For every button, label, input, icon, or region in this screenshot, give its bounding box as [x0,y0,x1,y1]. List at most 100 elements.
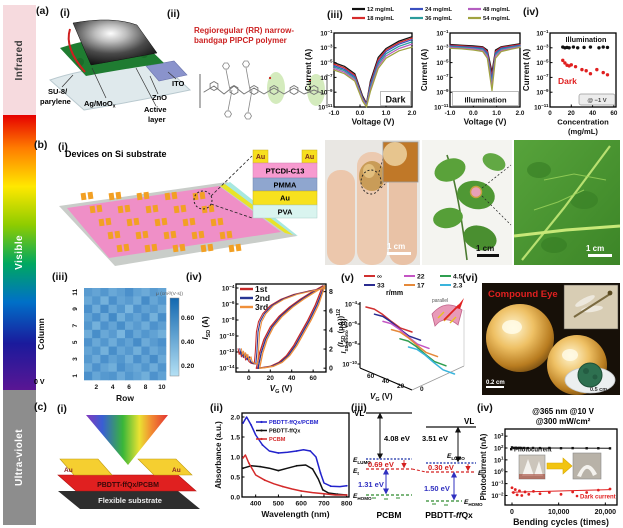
chart-rect [125,371,134,381]
chart-rect [141,338,150,347]
chart-polyline [258,285,326,369]
zoom-leader [210,203,253,219]
chart-text: Voltage (V) [464,117,507,127]
compound-eye-photo: Compound Eye 0.2 cm 0.5 cm [482,283,620,395]
chart-rect [108,363,118,372]
chart-rect [133,354,142,364]
chart-rect [149,313,159,322]
leaf [434,158,466,182]
zoom-leader [210,155,253,197]
inset-electrode [449,316,457,324]
chart-rect [92,346,101,356]
chart-text: 2 [329,347,333,354]
chart-rect [145,205,152,214]
active-label-2: layer [148,115,166,124]
panel-c-sub-i: (i) [57,403,67,415]
active-blend-label: PBDTT-ffQx/PCBM [97,482,159,489]
chart-polygon [269,84,279,96]
chart-polyline [237,287,324,365]
chart-circle [515,493,519,497]
panel-c-label: (c) [34,401,47,413]
chart-text: 12 mg/mL [367,7,395,13]
chart-rect [199,191,206,200]
panel-a-sub-iii: (iii) [327,9,343,21]
chart-rect [100,329,109,339]
pva-label: PVA [278,208,293,217]
chart-text: 10−3 [320,44,333,53]
chart-text: 10 [158,384,166,391]
chart-circle [263,479,266,482]
zoom-circle [360,169,382,195]
chart-text: 1 [72,374,79,378]
chart-text: 10−1 [320,29,333,38]
dragonfly-body [573,293,611,318]
chart-rect [123,243,130,252]
chart-text: 103 [494,432,504,441]
chart-rect [92,329,101,339]
chart-text: 102 [494,444,504,453]
chart-rect [84,371,93,381]
chart-line [247,89,253,113]
chart-rect [133,313,142,322]
chart-rect [207,243,214,252]
zoom-circle [193,190,213,210]
chart-circle [329,485,332,488]
chart-text: PBDTT-ffQx/PCBM [269,420,319,426]
dragonfly-wing [581,305,603,313]
panel-b-label: (b) [34,139,48,151]
chart-text: 18 mg/mL [367,16,395,22]
chart-rect [157,313,167,322]
chart-rect [172,244,179,253]
chart-rect [133,329,142,339]
chart-rect [116,346,126,356]
flat-device-shape [522,459,534,476]
chart-circle [547,491,551,494]
chart-text: 2.0 [516,110,525,117]
chart-text: 10−10 [342,360,357,369]
chart-circle [584,69,588,73]
panel-c-sub-iii: (iii) [351,402,367,414]
chart-line [227,89,233,111]
scale-bar [477,254,499,257]
chart-rect [141,304,150,314]
chart-rect [164,192,171,201]
concentration-legend: 12 mg/mL 18 mg/mL 24 mg/mL 36 mg/mL 48 mg/mL… [352,7,511,22]
chart-rect [92,304,101,314]
chart-rect [143,191,150,200]
panel-a-sub-i: (i) [60,7,70,19]
polymer-title-line1: Regioregular (RR) narrow- [194,26,295,35]
chart-text: Photocurrent (nA) [479,433,488,500]
chart-text: ∞ [377,274,382,281]
pmma-film [67,186,281,258]
chart-text: 0 [420,386,424,393]
chart-text: 10−2 [491,491,504,500]
chart-text: 40 [382,378,390,385]
chart-polyline [449,45,521,84]
panel-b-sub-i: (i) [58,141,68,153]
chart-circle [242,456,245,459]
ir-device-schematic: SU-8/ parylene Ag/MoOx ITO ZnO Active la… [40,19,192,124]
arrow-icon [546,457,573,475]
chart-polyline [449,46,521,88]
chart-rect [116,304,126,314]
chart-circle [268,76,272,80]
chart-text: 0.0 [231,494,241,501]
sidebar-infrared-band: Infrared [3,5,36,115]
bent-device-shape [577,464,597,477]
chart-rect [141,313,150,322]
chart-text: 2.0 [408,110,417,117]
chart-text: ISD (A) [201,316,212,340]
chart-rect [510,448,513,451]
chart-circle [510,486,514,490]
chart-rect [228,244,235,253]
chart-circle [597,46,601,50]
chart-text: VG (V) [270,384,293,395]
chart-rect [538,446,542,450]
flexible-substrate-label: Flexible substrate [98,496,162,505]
chart-circle [247,462,250,464]
chart-rect [100,371,109,381]
plant-device-photo: 1 cm [422,140,512,265]
chart-rect [100,354,109,364]
chart-circle [588,45,593,49]
bending-stability-chart: @365 nm @10 V @300 mW/cm² 103 102 101 100 10… [479,407,618,527]
